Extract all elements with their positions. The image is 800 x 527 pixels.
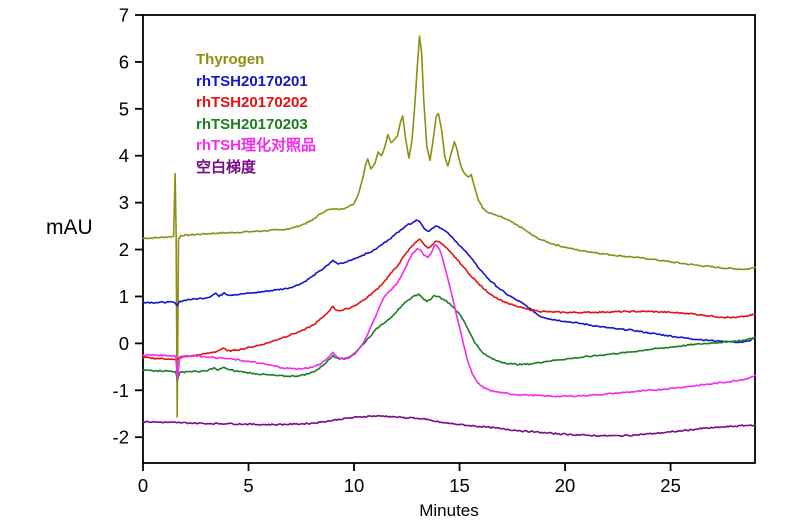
- trace-0: [142, 35, 756, 418]
- x-tick-label: 10: [344, 475, 365, 496]
- y-tick-label: 3: [119, 192, 129, 213]
- trace-3: [142, 293, 756, 381]
- y-tick-label: 4: [119, 145, 129, 166]
- y-tick-label: -1: [113, 380, 129, 401]
- y-tick-label: 0: [119, 333, 129, 354]
- x-tick-label: 5: [243, 475, 253, 496]
- x-tick-label: 0: [138, 475, 148, 496]
- y-tick-label: -2: [113, 427, 129, 448]
- y-tick-label: 7: [119, 5, 129, 26]
- legend-item-rhtsh20170203: rhTSH20170203: [196, 115, 308, 133]
- x-tick-label: 25: [660, 475, 681, 496]
- legend: Thyrogen rhTSH20170201 rhTSH20170202 rhT…: [196, 49, 316, 178]
- y-axis-label: mAU: [46, 216, 93, 239]
- legend-item-rhtsh20170201: rhTSH20170201: [196, 72, 308, 90]
- x-tick-label: 20: [555, 475, 576, 496]
- legend-item-blank-gradient: 空白梯度: [196, 158, 257, 176]
- y-tick-label: 1: [119, 286, 129, 307]
- trace-5: [142, 414, 756, 438]
- trace-4: [142, 244, 756, 398]
- y-tick-label: 5: [119, 98, 129, 119]
- trace-1: [142, 219, 756, 344]
- x-axis-label: Minutes: [419, 501, 479, 520]
- y-tick-label: 6: [119, 51, 129, 72]
- trace-2: [142, 238, 756, 362]
- x-tick-label: 15: [449, 475, 470, 496]
- y-tick-label: 2: [119, 239, 129, 260]
- legend-item-rhtsh-reference: rhTSH理化对照品: [196, 137, 317, 154]
- legend-item-thyrogen: Thyrogen: [196, 51, 265, 68]
- legend-item-rhtsh20170202: rhTSH20170202: [196, 94, 308, 111]
